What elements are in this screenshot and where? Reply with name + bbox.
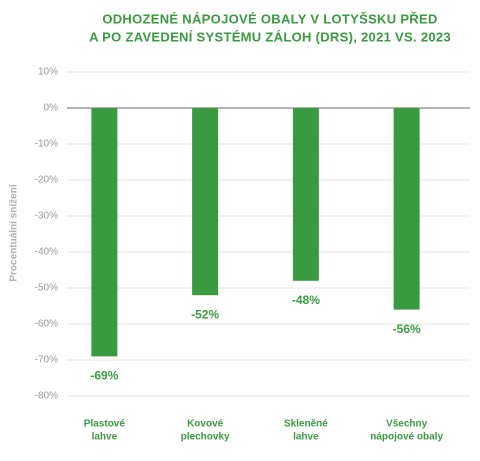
x-tick-label: Kovové xyxy=(187,419,224,430)
x-tick-label: Plastové xyxy=(84,419,126,430)
y-tick-label: -50% xyxy=(35,283,58,294)
y-tick-label: -70% xyxy=(35,355,58,366)
value-label: -52% xyxy=(191,307,219,321)
y-tick-label: -30% xyxy=(35,211,58,222)
x-tick-label: plechovky xyxy=(181,432,230,443)
y-tick-label: -40% xyxy=(35,247,58,258)
chart-title: ODHOZENÉ NÁPOJOVÉ OBALY V LOTYŠSKU PŘED xyxy=(102,11,437,26)
y-tick-label: -20% xyxy=(35,175,58,186)
bar xyxy=(192,108,219,296)
x-tick-label: Skleněné xyxy=(284,419,328,430)
value-label: -48% xyxy=(292,293,320,307)
x-tick-label: lahve xyxy=(293,432,319,443)
x-tick-label: nápojové obaly xyxy=(370,432,443,443)
y-tick-label: -10% xyxy=(35,139,58,150)
value-label: -69% xyxy=(90,369,118,383)
y-axis-label: Procentuální snížení xyxy=(9,183,20,281)
y-tick-label: 0% xyxy=(44,103,59,114)
y-tick-label: -80% xyxy=(35,391,58,402)
y-tick-label: 10% xyxy=(38,67,58,78)
x-tick-label: Všechny xyxy=(386,419,428,430)
bar xyxy=(393,108,420,310)
x-tick-label: lahve xyxy=(92,432,118,443)
bar xyxy=(292,108,319,281)
chart-title: A PO ZAVEDENÍ SYSTÉMU ZÁLOH (DRS), 2021 … xyxy=(89,29,451,44)
y-tick-label: -60% xyxy=(35,319,58,330)
bar xyxy=(91,108,118,357)
value-label: -56% xyxy=(393,322,421,336)
